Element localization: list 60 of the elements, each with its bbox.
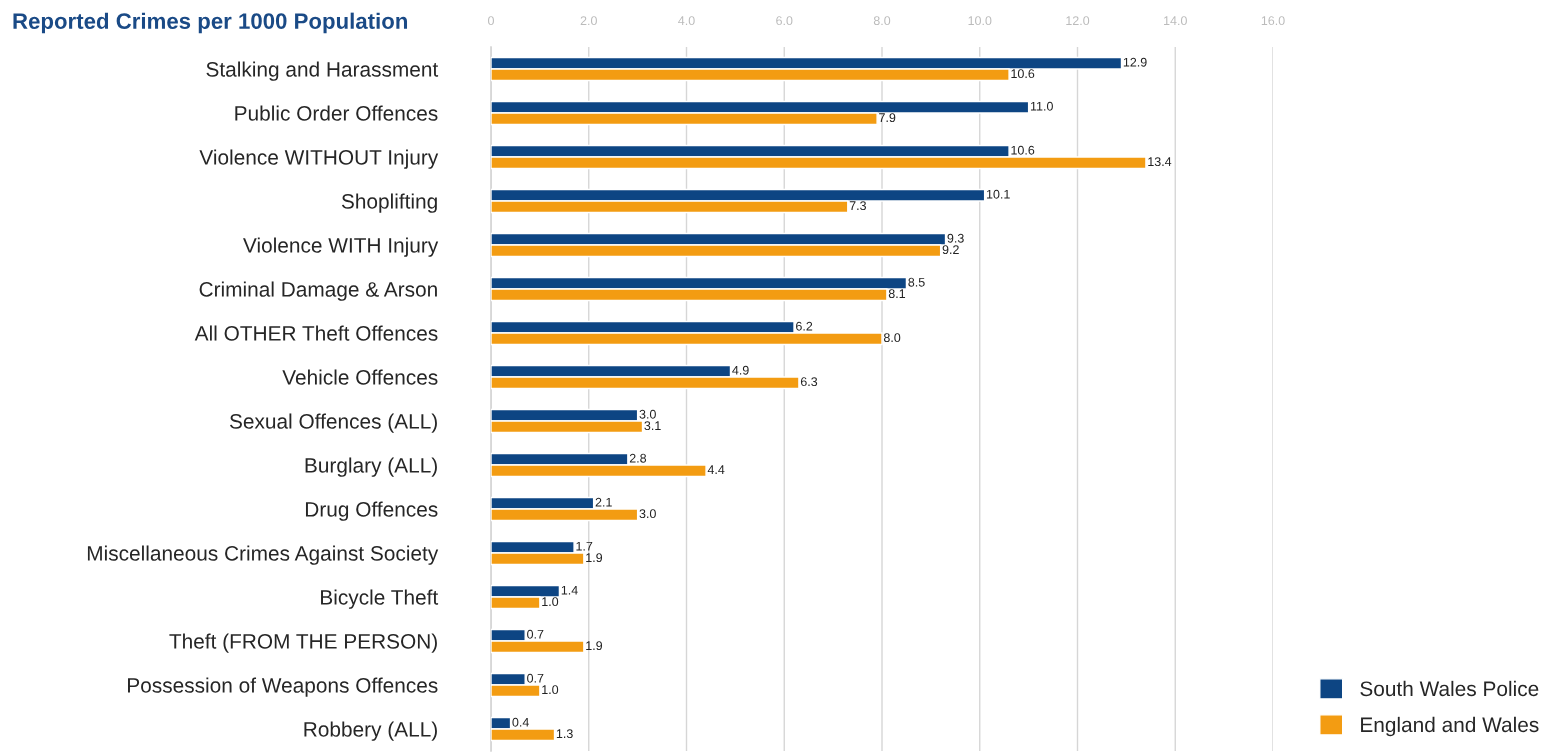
data-label: 8.1 [888,289,906,299]
data-label: 7.3 [849,201,866,211]
data-label: 2.1 [595,497,612,507]
y-tick-label: Vehicle Offences [282,369,438,385]
data-label: 1.0 [542,685,559,695]
data-label: 0.4 [512,717,529,727]
data-label: 1.3 [556,729,573,739]
data-label: 10.1 [986,189,1010,199]
data-label: 2.8 [629,453,647,463]
text: Reported Crimes per 1000 Population [13,12,408,34]
y-tick-label: Stalking and Harassment [206,61,439,81]
x-tick-label: 16.0 [1261,16,1285,26]
y-tick-label: Violence WITHOUT Injury [199,149,439,169]
data-label: 1.4 [561,585,578,595]
legend-label: England and Wales [1361,716,1539,737]
x-tick-label: 2.0 [580,16,597,26]
data-label: 6.3 [800,377,818,387]
data-label: 10.6 [1011,145,1035,155]
y-tick-label: Bicycle Theft [321,589,439,609]
data-label: 3.1 [644,421,661,431]
x-tick-label: 12.0 [1066,16,1090,26]
data-label: 9.3 [947,233,964,243]
data-label: 0.7 [527,629,544,639]
data-label: 3.0 [639,509,656,519]
data-label: 7.9 [879,113,896,123]
x-tick-label: 0 [488,16,494,26]
y-tick-label: Theft (FROM THE PERSON) [169,633,437,653]
data-label: 9.2 [942,245,959,255]
data-label: 4.4 [707,465,725,474]
x-tick-label: 8.0 [873,16,891,26]
data-label: 8.5 [908,277,925,287]
y-tick-label: Burglary (ALL) [305,457,437,477]
y-tick-label: Drug Offences [305,501,438,521]
data-label: 6.2 [796,321,813,331]
y-tick-label: Violence WITH Injury [243,237,439,257]
data-label: 12.9 [1123,57,1147,67]
x-tick-label: 6.0 [776,16,793,26]
data-label: 0.7 [527,673,544,683]
y-tick-label: Robbery (ALL) [304,721,437,741]
x-tick-label: 4.0 [678,16,695,26]
y-tick-label: Public Order Offences [235,105,438,121]
y-tick-label: All OTHER Theft Offences [194,325,438,341]
x-tick-label: 10.0 [968,16,992,26]
y-tick-label: Sexual Offences (ALL) [229,413,437,433]
data-label: 11.0 [1030,101,1053,111]
data-label: 1.9 [586,641,603,651]
data-label: 10.6 [1011,69,1035,79]
y-tick-label: Possession of Weapons Offences [128,677,438,697]
data-label: 13.4 [1148,157,1172,167]
y-tick-label: Miscellaneous Crimes Against Society [87,545,439,565]
legend-label: South Wales Police [1360,680,1539,697]
y-tick-label: Criminal Damage & Arson [199,281,437,301]
data-label: 1.9 [586,553,603,563]
x-tick-label: 14.0 [1164,16,1187,26]
data-label: 3.0 [639,409,656,419]
data-label: 4.9 [732,365,749,375]
data-label: 1.7 [576,541,593,551]
data-label: 1.0 [542,597,559,607]
y-tick-label: Shoplifting [341,193,437,213]
data-label: 8.0 [883,333,901,343]
